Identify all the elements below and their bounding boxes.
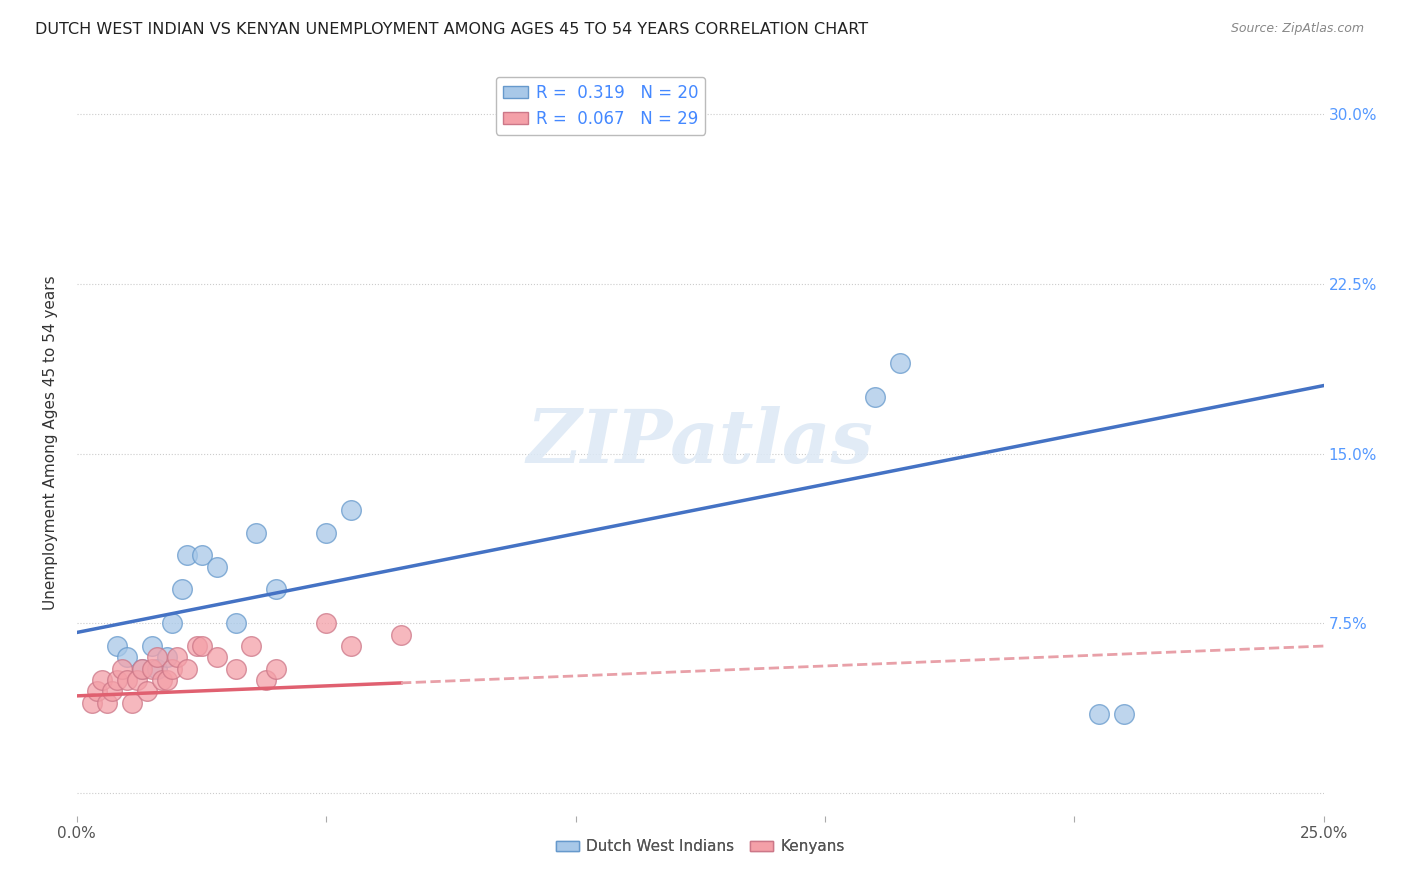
Text: ZIPatlas: ZIPatlas [527,406,873,478]
Point [190,639,212,653]
Point [176,662,198,676]
Point [105,639,128,653]
Point [170,582,193,597]
Point [205,650,228,665]
Point [111,662,134,676]
Y-axis label: Unemployment Among Ages 45 to 54 years: Unemployment Among Ages 45 to 54 years [44,275,58,609]
Point [225,616,247,631]
Point [131,662,153,676]
Text: DUTCH WEST INDIAN VS KENYAN UNEMPLOYMENT AMONG AGES 45 TO 54 YEARS CORRELATION C: DUTCH WEST INDIAN VS KENYAN UNEMPLOYMENT… [35,22,869,37]
Point [80,696,103,710]
Point [141,639,163,653]
Point [315,616,337,631]
Text: Source: ZipAtlas.com: Source: ZipAtlas.com [1230,22,1364,36]
Point [150,673,173,687]
Point [176,549,198,563]
Point [121,696,143,710]
Point [115,650,138,665]
Point [131,662,153,676]
Point [90,673,112,687]
Point [156,650,179,665]
Point [225,662,247,676]
Point [101,684,124,698]
Point [145,650,167,665]
Point [889,356,911,370]
Point [166,650,188,665]
Point [389,628,412,642]
Point [160,616,183,631]
Point [340,503,363,517]
Point [86,684,108,698]
Point [186,639,208,653]
Point [156,673,179,687]
Point [205,559,228,574]
Point [340,639,363,653]
Point [245,525,267,540]
Point [96,696,118,710]
Point [135,684,157,698]
Legend: Dutch West Indians, Kenyans: Dutch West Indians, Kenyans [550,833,851,861]
Point [125,673,148,687]
Point [266,662,288,676]
Point [145,662,167,676]
Point [160,662,183,676]
Point [115,673,138,687]
Point [1114,706,1136,721]
Point [240,639,263,653]
Point [863,390,886,404]
Point [315,525,337,540]
Point [1088,706,1111,721]
Point [141,662,163,676]
Point [254,673,277,687]
Point [190,549,212,563]
Point [105,673,128,687]
Point [266,582,288,597]
